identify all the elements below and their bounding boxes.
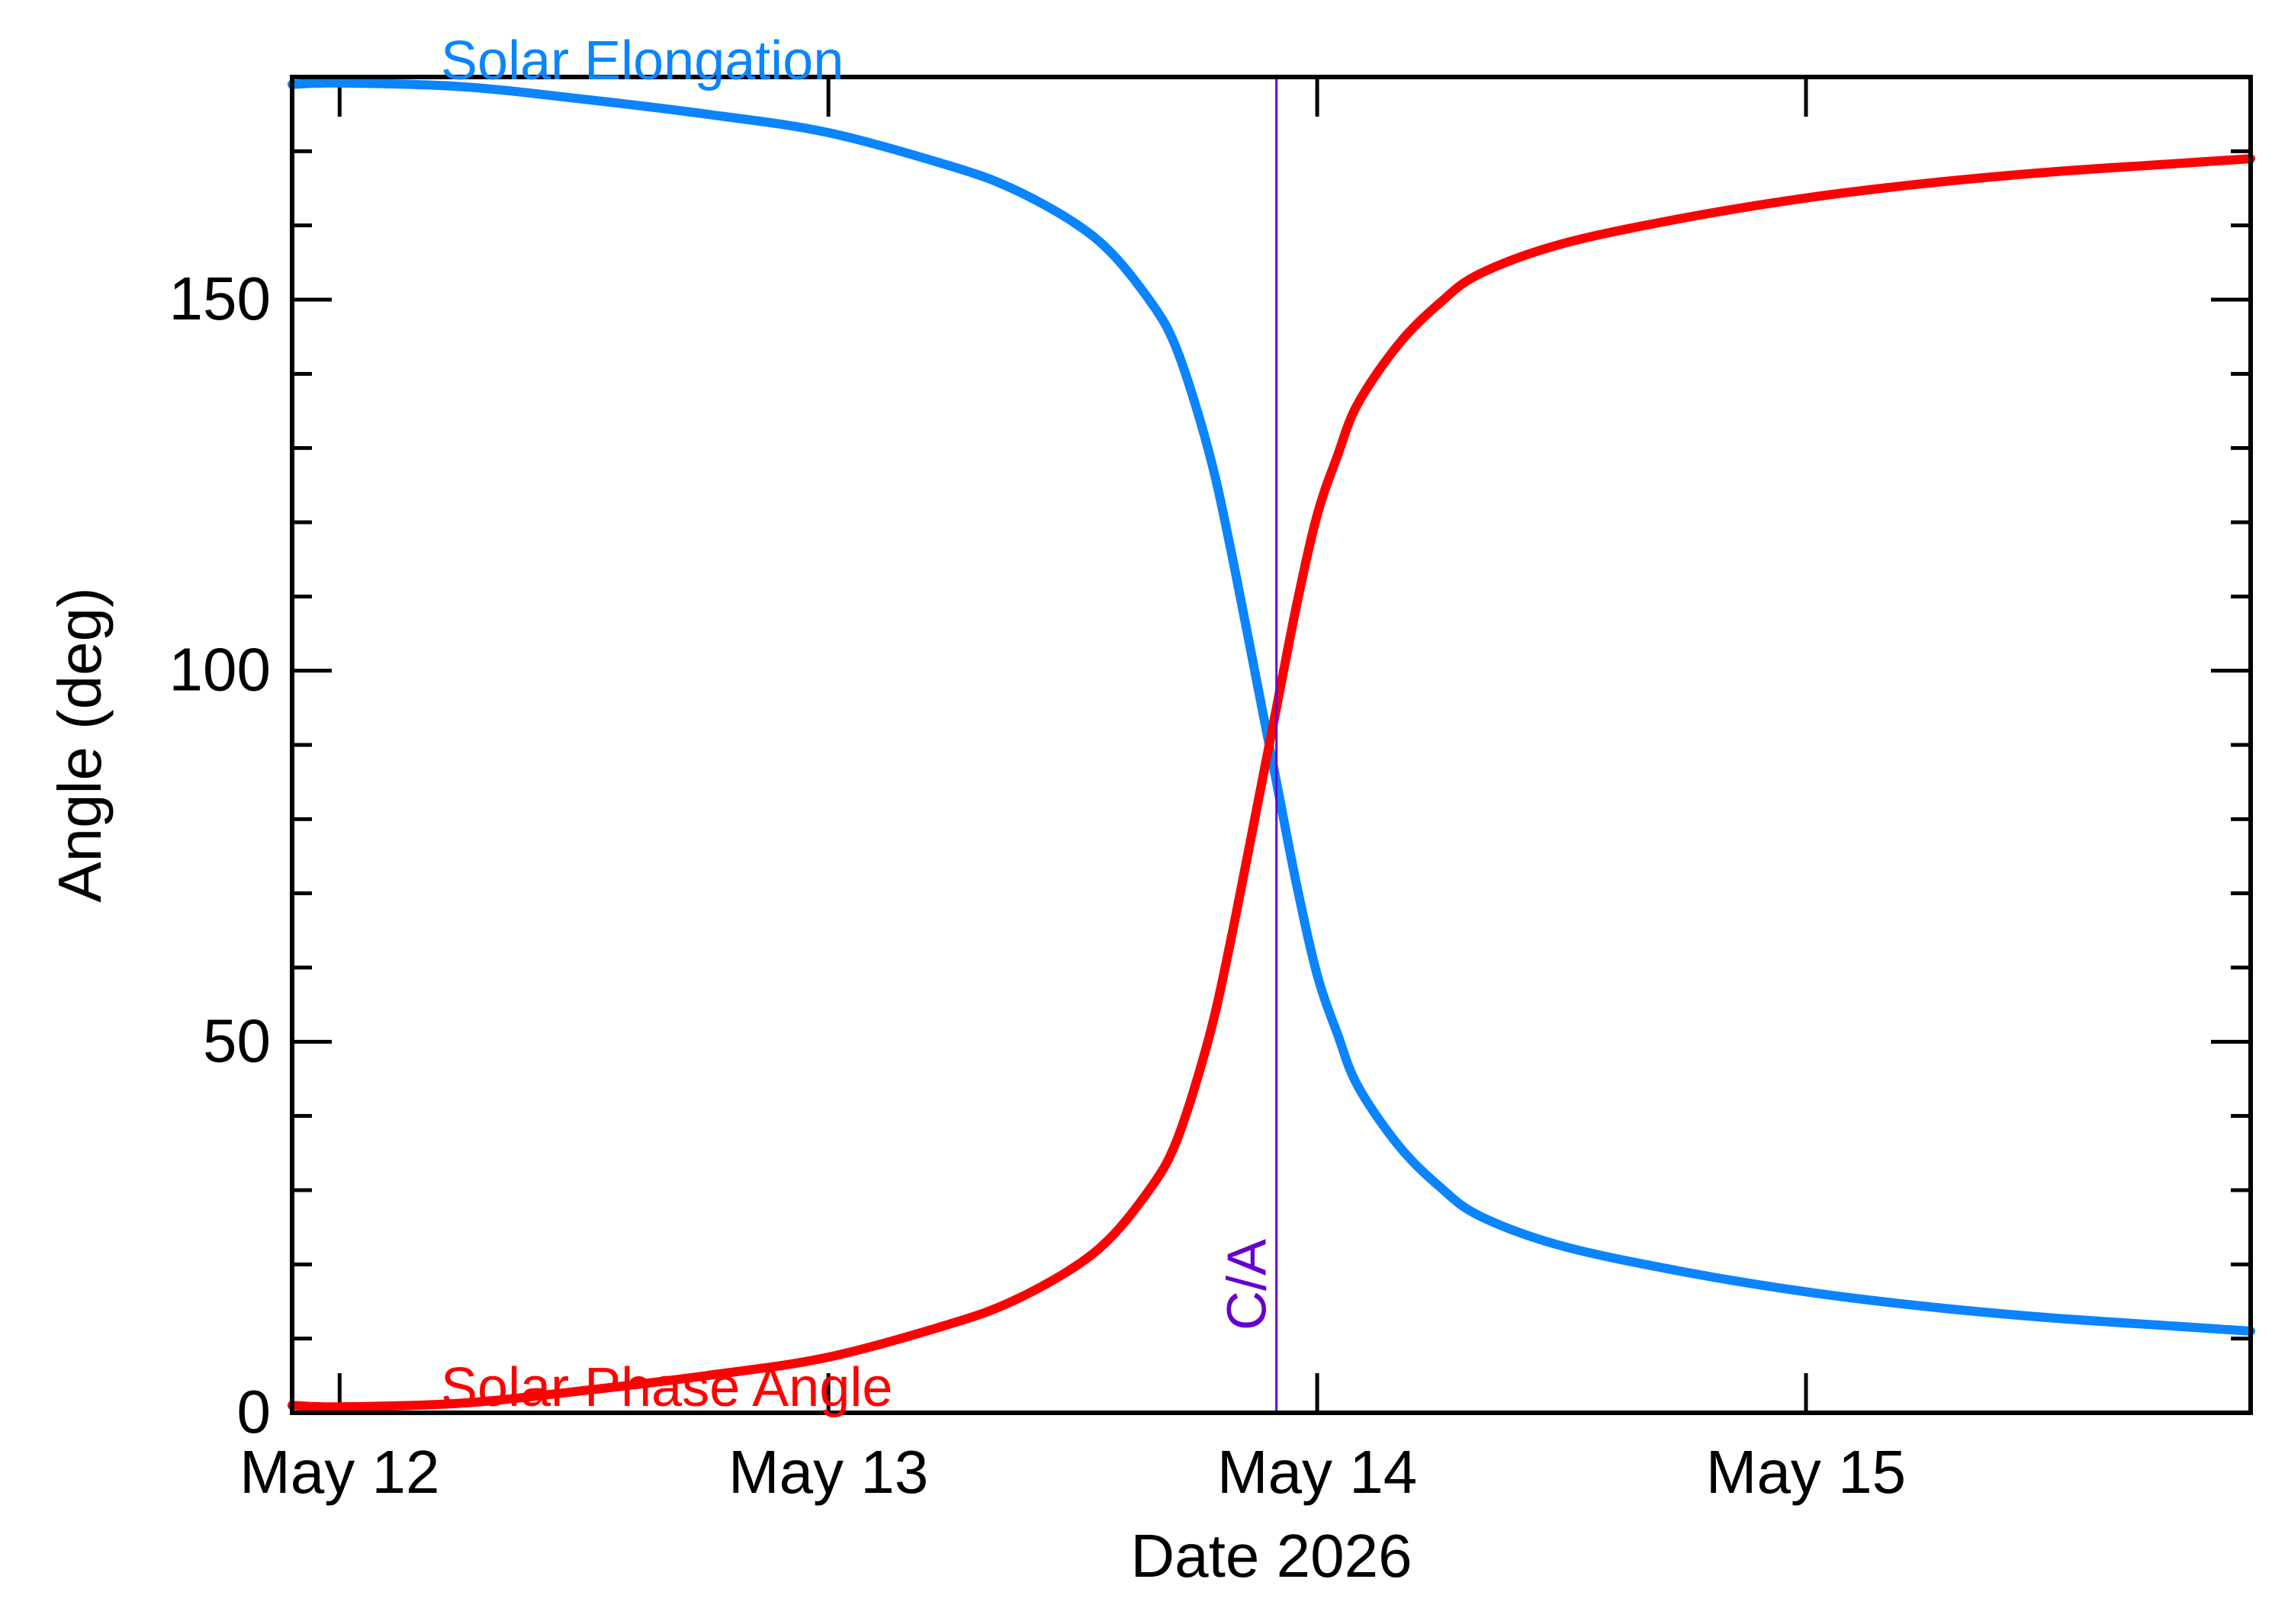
x-axis-title: Date 2026 xyxy=(1130,1522,1412,1590)
annotation-group: C/A xyxy=(1217,77,1278,1413)
x-tick-label: May 13 xyxy=(728,1438,928,1506)
x-tick-label: May 15 xyxy=(1706,1438,1906,1506)
series-line-solar-elongation xyxy=(288,78,2255,1336)
series-label-solar-phase-angle: Solar Phase Angle xyxy=(441,1357,892,1418)
series-line-solar-phase-angle xyxy=(288,154,2255,1412)
series-label-solar-elongation: Solar Elongation xyxy=(441,30,844,91)
series-group xyxy=(288,78,2255,1412)
axis-ticks: 0 50 100 150 May 12 May 13 May 14 May 15 xyxy=(169,75,2251,1506)
y-tick-label: 0 xyxy=(237,1378,272,1446)
y-tick-label: 50 xyxy=(203,1006,271,1074)
x-tick-label: May 12 xyxy=(239,1438,439,1506)
axis-labels: Date 2026 Angle (deg) Solar Elongation S… xyxy=(46,30,1412,1590)
x-tick-label: May 14 xyxy=(1217,1438,1417,1506)
closest-approach-label: C/A xyxy=(1217,1239,1278,1330)
y-axis-title: Angle (deg) xyxy=(46,587,114,903)
y-tick-label: 100 xyxy=(169,636,271,704)
y-tick-label: 150 xyxy=(169,265,271,332)
plot-frame xyxy=(290,75,2253,1415)
